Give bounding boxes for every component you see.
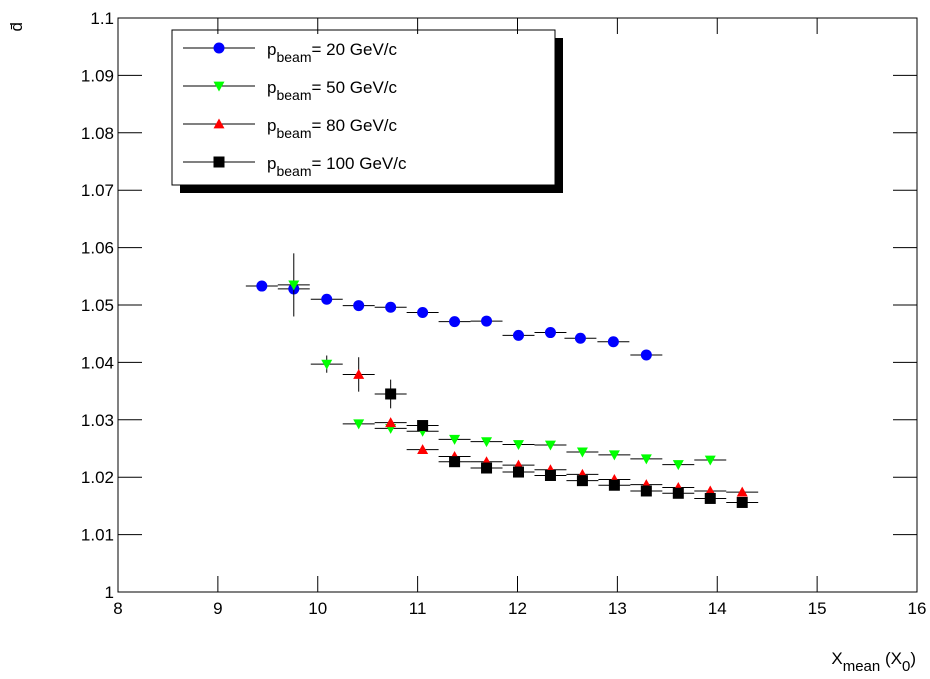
x-tick-label: 10	[308, 599, 327, 618]
marker	[704, 455, 716, 466]
marker	[385, 301, 397, 313]
marker	[608, 479, 620, 491]
legend-label-part: p	[267, 116, 276, 135]
legend-label-part: p	[267, 78, 276, 97]
y-tick-label: 1	[105, 583, 114, 602]
marker	[213, 81, 225, 92]
x-label-part: X	[831, 649, 842, 668]
legend	[171, 29, 556, 186]
legend-label-sub: beam	[276, 125, 311, 141]
marker	[321, 293, 333, 305]
x-label-part: )	[910, 649, 916, 668]
marker	[385, 388, 397, 400]
legend-label-sub: beam	[276, 49, 311, 65]
marker	[449, 434, 461, 445]
x-tick-label: 9	[213, 599, 222, 618]
marker	[417, 444, 429, 455]
legend-label-part: = 50 GeV/c	[312, 78, 398, 97]
x-tick-label: 13	[608, 599, 627, 618]
marker	[512, 329, 524, 341]
marker	[449, 316, 461, 328]
marker	[736, 496, 748, 508]
legend-label-part: = 100 GeV/c	[312, 154, 407, 173]
legend-label: pbeam= 80 GeV/c	[267, 116, 398, 141]
x-tick-label: 14	[708, 599, 727, 618]
marker	[512, 466, 524, 478]
legend-label-part: p	[267, 154, 276, 173]
x-tick-label: 11	[409, 599, 427, 618]
marker	[544, 440, 556, 451]
x-label-part: (X	[880, 649, 902, 668]
marker	[321, 359, 333, 370]
marker	[576, 475, 588, 487]
y-tick-label: 1.07	[81, 181, 114, 200]
marker	[672, 487, 684, 499]
marker	[640, 485, 652, 497]
y-tick-label: 1.06	[81, 239, 114, 258]
legend-label: pbeam= 50 GeV/c	[267, 78, 398, 103]
marker	[256, 280, 268, 292]
y-tick-label: 1.09	[81, 66, 114, 85]
x-label-sub: mean	[843, 658, 881, 675]
marker	[608, 450, 620, 461]
marker	[640, 349, 652, 361]
y-axis-label: d̄	[7, 22, 26, 31]
marker	[704, 492, 716, 504]
x-label-sub: 0	[902, 658, 910, 675]
marker	[385, 417, 397, 428]
marker	[544, 469, 556, 481]
legend-label-sub: beam	[276, 163, 311, 179]
legend-label-part: p	[267, 40, 276, 59]
x-tick-label: 15	[808, 599, 827, 618]
x-tick-label: 8	[113, 599, 122, 618]
marker	[417, 306, 429, 318]
marker	[704, 485, 716, 496]
y-tick-label: 1.02	[81, 468, 114, 487]
marker	[481, 462, 493, 474]
marker	[736, 486, 748, 497]
x-tick-label: 16	[908, 599, 927, 618]
marker	[417, 420, 429, 432]
legend-label: pbeam= 100 GeV/c	[267, 154, 407, 179]
legend-label-part: = 20 GeV/c	[312, 40, 398, 59]
y-tick-label: 1.05	[81, 296, 114, 315]
y-tick-label: 1.01	[81, 526, 114, 545]
marker	[481, 315, 493, 327]
legend-label-part: = 80 GeV/c	[312, 116, 398, 135]
marker	[288, 280, 300, 291]
y-tick-label: 1.08	[81, 124, 114, 143]
legend-label: pbeam= 20 GeV/c	[267, 40, 398, 65]
marker	[607, 336, 619, 348]
marker	[449, 456, 461, 468]
legend-label-sub: beam	[276, 87, 311, 103]
x-tick-label: 12	[508, 599, 527, 618]
marker	[574, 332, 586, 344]
marker	[353, 368, 365, 379]
marker	[481, 437, 493, 448]
y-tick-label: 1.04	[81, 353, 114, 372]
marker	[353, 300, 365, 312]
y-tick-label: 1.1	[90, 9, 114, 28]
y-tick-label: 1.03	[81, 411, 114, 430]
marker	[213, 42, 225, 54]
marker	[640, 454, 652, 465]
marker	[672, 460, 684, 471]
marker	[353, 419, 365, 430]
x-axis-label: Xmean (X0)	[831, 649, 916, 675]
marker	[512, 440, 524, 450]
marker	[213, 156, 225, 168]
marker	[544, 327, 556, 339]
marker	[213, 118, 225, 129]
marker	[576, 447, 588, 458]
